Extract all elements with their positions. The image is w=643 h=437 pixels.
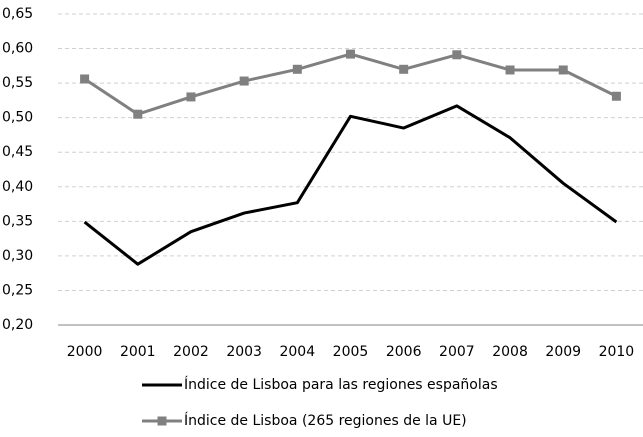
marker [133, 109, 143, 119]
x-tick-label: 2010 [599, 344, 635, 360]
x-tick-label: 2008 [492, 344, 528, 360]
x-tick-label: 2005 [333, 344, 369, 360]
y-tick-label: 0,25 [2, 282, 33, 298]
y-tick-label: 0,20 [2, 317, 33, 333]
y-tick-label: 0,65 [2, 6, 33, 22]
x-tick-label: 2004 [279, 344, 315, 360]
legend-marker [157, 416, 167, 426]
y-tick-label: 0,45 [2, 144, 33, 160]
marker [611, 91, 621, 101]
legend-label: Índice de Lisboa (265 regiones de la UE) [184, 412, 467, 429]
x-tick-label: 2003 [226, 344, 262, 360]
y-tick-label: 0,50 [2, 110, 33, 126]
marker [505, 65, 515, 75]
y-tick-label: 0,40 [2, 179, 33, 195]
y-tick-label: 0,30 [2, 248, 33, 264]
marker [346, 49, 355, 59]
x-tick-label: 2001 [120, 344, 156, 360]
y-tick-label: 0,60 [2, 41, 33, 57]
x-tick-label: 2000 [67, 344, 103, 360]
marker [186, 92, 196, 102]
x-tick-label: 2009 [545, 344, 581, 360]
series-line [83, 52, 618, 116]
marker [399, 64, 409, 74]
legend-label: Índice de Lisboa para las regiones españ… [184, 376, 498, 393]
marker [452, 50, 462, 60]
y-tick-label: 0,55 [2, 75, 33, 91]
series-line [83, 104, 618, 266]
x-tick-label: 2007 [439, 344, 475, 360]
marker [292, 64, 302, 74]
marker [558, 65, 568, 75]
x-tick-label: 2002 [173, 344, 209, 360]
y-tick-label: 0,35 [2, 213, 33, 229]
marker [80, 74, 90, 84]
x-tick-label: 2006 [386, 344, 422, 360]
marker [239, 76, 249, 86]
